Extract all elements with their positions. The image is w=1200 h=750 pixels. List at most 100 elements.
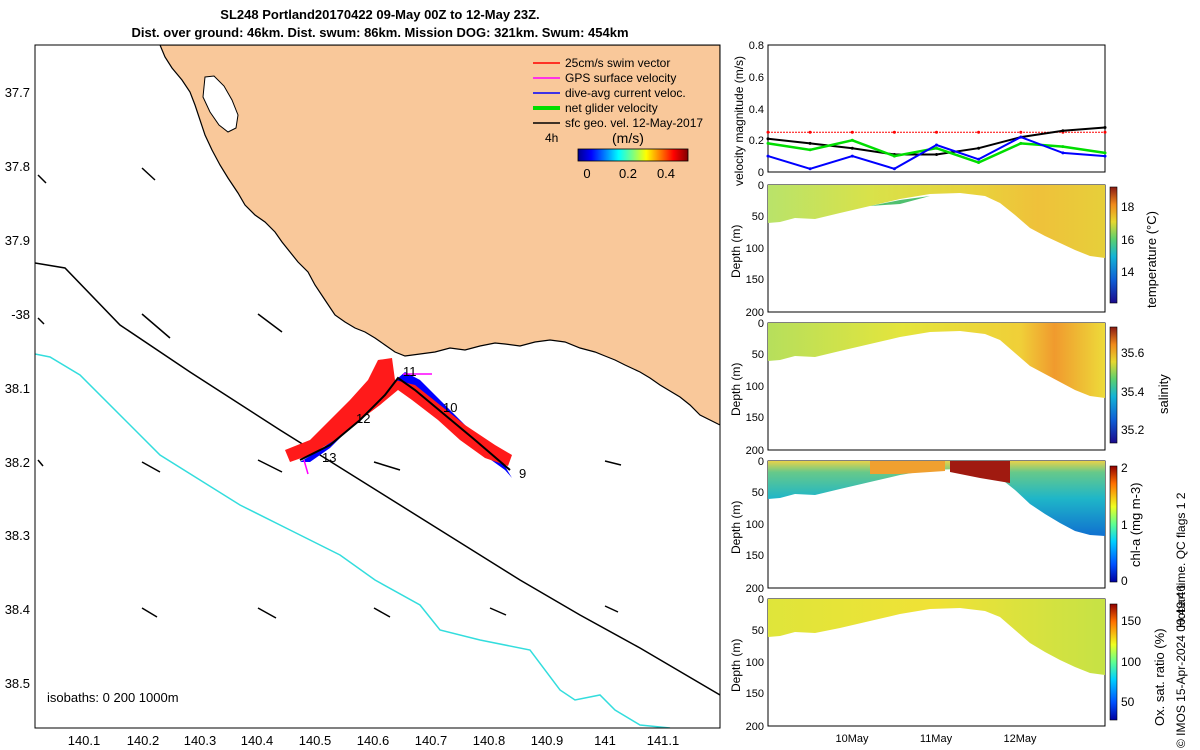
velocity-y-axis: 0 0.2 0.4 0.6 0.8	[749, 40, 764, 179]
time-tick: 12May	[1003, 733, 1037, 745]
velocity-series-point	[850, 146, 854, 150]
salinity-colorbar-label: salinity	[1156, 374, 1171, 414]
velocity-series-point	[935, 130, 938, 134]
depth-tick: 100	[746, 519, 764, 531]
lat-tick: 38.3	[5, 528, 30, 543]
lon-tick: 140.3	[184, 733, 217, 748]
velocity-series-point	[850, 154, 854, 158]
lon-tick: 140.4	[241, 733, 274, 748]
lon-tick: 140.7	[415, 733, 448, 748]
lon-tick: 140.2	[127, 733, 160, 748]
depth-tick: 0	[758, 318, 764, 330]
velocity-series-point	[1019, 135, 1023, 139]
glider-track	[285, 358, 512, 478]
velocity-series-point	[1061, 129, 1065, 133]
velocity-series-point	[1103, 154, 1107, 158]
svg-text:25cm/s swim vector: 25cm/s swim vector	[565, 56, 670, 70]
velocity-series-point	[1103, 126, 1107, 129]
velocity-series-point	[977, 157, 981, 161]
day-label-9: 9	[519, 466, 526, 481]
depth-tick: 200	[746, 721, 764, 733]
speed-colorbar	[577, 148, 689, 162]
legend-item-gps-velocity: GPS surface velocity	[533, 71, 676, 85]
depth-label: Depth (m)	[729, 501, 743, 554]
temperature-panel: 18 16 14 temperature (°C)	[767, 184, 1159, 313]
velocity-series-point	[766, 130, 770, 134]
depth-tick: 0	[758, 594, 764, 606]
oxygen-colorbar-ticks: 150 100 50	[1121, 614, 1141, 709]
svg-text:dive-avg current veloc.: dive-avg current veloc.	[565, 86, 686, 100]
velocity-series-point	[1019, 141, 1023, 145]
colorbar-tick: 0	[583, 166, 590, 181]
oxygen-field	[768, 599, 1105, 675]
svg-text:35.4: 35.4	[1121, 385, 1145, 399]
velocity-series-point	[1103, 151, 1107, 155]
depth-tick: 100	[746, 243, 764, 255]
velocity-y-tick: 0	[758, 167, 764, 179]
time-tick: 11May	[920, 733, 953, 745]
svg-text:50: 50	[1121, 695, 1135, 709]
temperature-field	[768, 185, 1105, 258]
lon-tick: 141	[594, 733, 616, 748]
depth-tick: 50	[752, 625, 764, 637]
day-label-12: 12	[356, 411, 370, 426]
velocity-y-tick: 0.4	[749, 104, 764, 116]
svg-text:1: 1	[1121, 518, 1128, 532]
lat-tick: -38	[11, 307, 30, 322]
temperature-colorbar-label: temperature (°C)	[1144, 211, 1159, 308]
velocity-series-point	[1061, 151, 1065, 155]
velocity-series-point	[1019, 130, 1023, 134]
velocity-series-point	[935, 153, 938, 156]
depth-tick: 200	[746, 307, 764, 319]
oxygen-panel: 150 100 50 Ox. sat. ratio (%)	[767, 598, 1167, 727]
depth-axes: 0 50 100 150 200 0 50 100 150 200 0 50 1…	[746, 180, 764, 733]
velocity-series-point	[977, 146, 981, 150]
legend-item-sfc-geo-vel: sfc geo. vel. 12-May-2017	[533, 116, 703, 130]
chla-field	[768, 461, 1105, 536]
day-label-13: 13	[322, 450, 336, 465]
day-label-11: 11	[403, 364, 417, 379]
depth-tick: 100	[746, 657, 764, 669]
day-label-10: 10	[443, 400, 457, 415]
lon-tick: 140.9	[531, 733, 564, 748]
svg-text:sfc geo. vel. 12-May-2017: sfc geo. vel. 12-May-2017	[565, 116, 703, 130]
velocity-series-point	[808, 167, 812, 171]
velocity-series-point	[977, 161, 981, 164]
temperature-cool-patch	[870, 196, 930, 206]
lat-tick: 37.9	[5, 233, 30, 248]
depth-tick: 150	[746, 274, 764, 286]
depth-tick: 50	[752, 349, 764, 361]
chla-surface-high	[870, 461, 945, 474]
svg-text:0: 0	[1121, 574, 1128, 588]
chla-colorbar-label: chl-a (mg m-3)	[1128, 482, 1143, 567]
imos-credit: © IMOS 15-Apr-2024 00:49:46	[1174, 585, 1188, 748]
qc-flags-label: Hobart time. QC flags 1 2	[1174, 492, 1188, 628]
lat-tick: 38.5	[5, 676, 30, 691]
velocity-series-point	[935, 143, 938, 147]
legend-item-dive-avg-current: dive-avg current veloc.	[533, 86, 686, 100]
velocity-series-point	[935, 146, 938, 150]
depth-label: Depth (m)	[729, 363, 743, 416]
longitude-axis: 140.1 140.2 140.3 140.4 140.5 140.6 140.…	[68, 733, 680, 748]
velocity-series-point	[1103, 130, 1107, 134]
lat-tick: 38.4	[5, 602, 30, 617]
depth-tick: 0	[758, 456, 764, 468]
isobath-1000m	[35, 353, 671, 728]
chart-title-line-1: SL248 Portland20170422 09-May 00Z to 12-…	[220, 7, 540, 22]
time-axis: 10May 11May 12May	[835, 733, 1037, 745]
svg-text:100: 100	[1121, 655, 1141, 669]
day-labels: 9 10 11 12 13	[322, 364, 526, 481]
depth-tick: 150	[746, 688, 764, 700]
velocity-series-point	[892, 167, 896, 171]
temperature-colorbar	[1109, 186, 1118, 304]
chart-title-line-2: Dist. over ground: 46km. Dist. swum: 86k…	[131, 25, 629, 40]
svg-text:18: 18	[1121, 200, 1135, 214]
velocity-series-point	[850, 130, 854, 134]
velocity-series-point	[892, 130, 896, 134]
velocity-series-point	[766, 141, 770, 145]
lon-tick: 140.5	[299, 733, 332, 748]
velocity-series-point	[766, 137, 770, 141]
lat-tick: 38.1	[5, 381, 30, 396]
colorbar-title: (m/s)	[612, 130, 644, 146]
